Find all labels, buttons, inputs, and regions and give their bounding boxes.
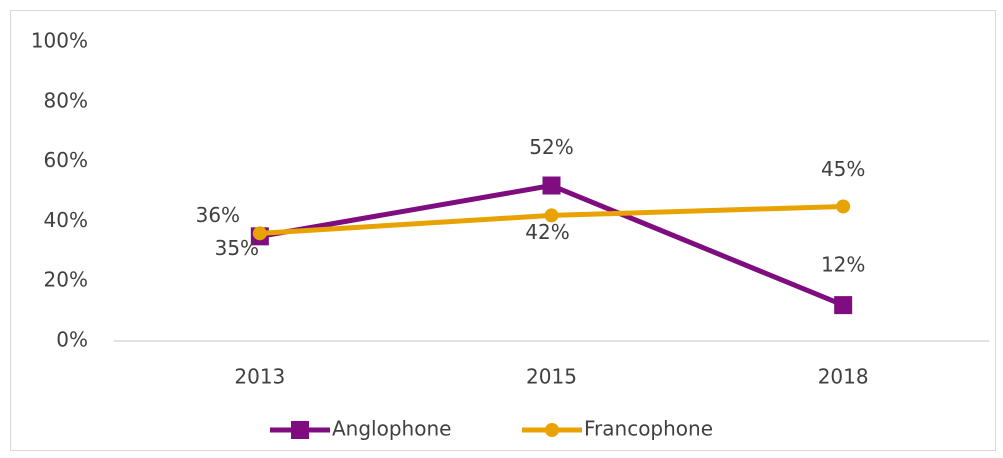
marker [836, 199, 851, 214]
data-label: 35% [215, 236, 259, 260]
legend-marker [291, 421, 309, 439]
y-tick-label: 100% [31, 29, 88, 53]
marker [542, 176, 561, 195]
data-label: 52% [529, 135, 573, 159]
y-tick-label: 20% [44, 268, 88, 292]
legend-label: Francophone [584, 417, 713, 441]
data-label: 42% [525, 220, 569, 244]
legend-marker [545, 423, 559, 437]
data-label: 12% [821, 253, 865, 277]
x-tick-label: 2015 [526, 365, 577, 389]
marker [544, 208, 559, 223]
x-tick-label: 2018 [818, 365, 869, 389]
data-label: 36% [196, 203, 240, 227]
marker [834, 296, 853, 315]
marker [252, 226, 267, 241]
y-tick-label: 60% [44, 148, 88, 172]
y-tick-label: 0% [56, 328, 88, 352]
data-label: 45% [821, 157, 865, 181]
y-tick-label: 80% [44, 88, 88, 112]
chart-border [10, 10, 996, 451]
x-tick-label: 2013 [234, 365, 285, 389]
y-tick-label: 40% [44, 208, 88, 232]
legend-label: Anglophone [332, 417, 451, 441]
